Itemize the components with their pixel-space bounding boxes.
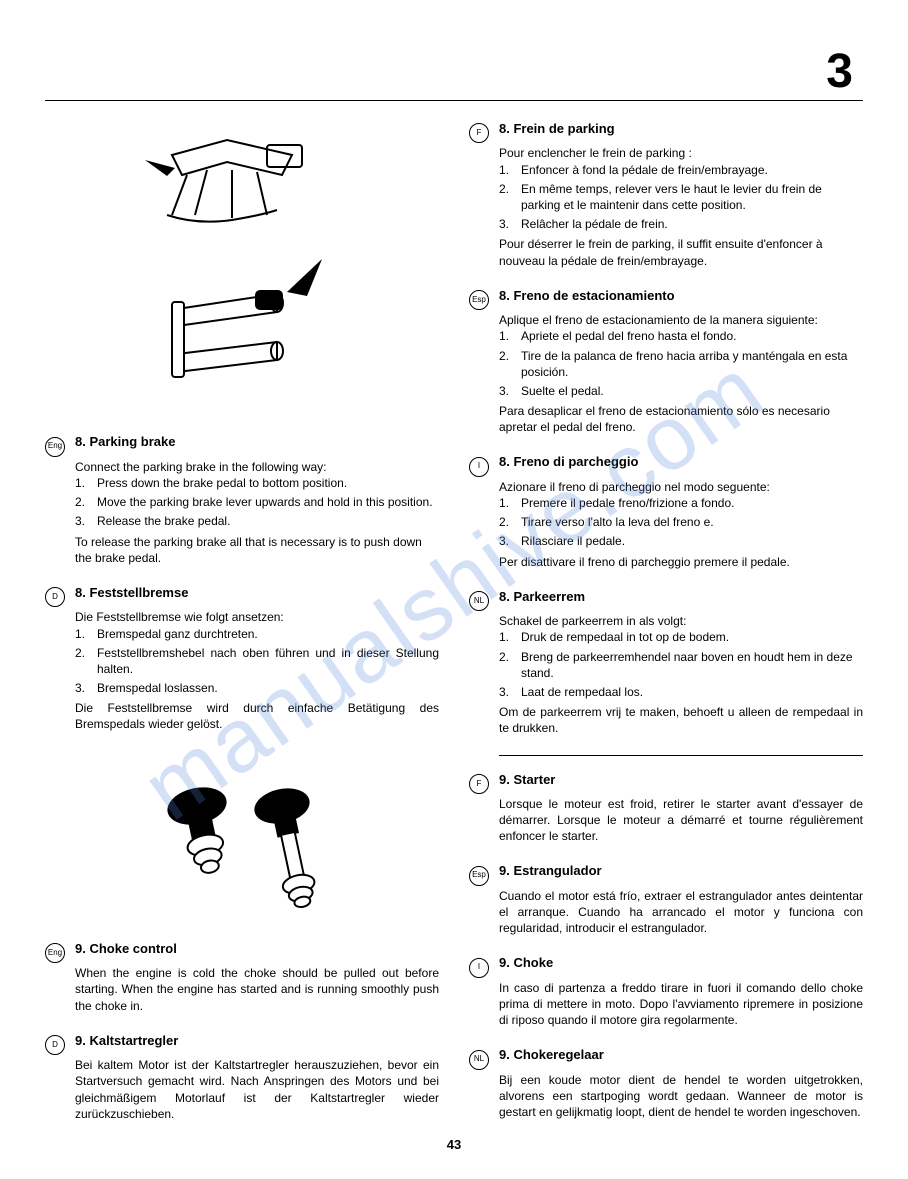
lang-badge-f: F [469, 123, 489, 143]
step: Premere il pedale freno/frizione a fondo… [521, 495, 734, 511]
lang-badge-f: F [469, 774, 489, 794]
content-columns: Eng 8. Parking brake Connect the parking… [45, 120, 863, 1140]
step: En même temps, relever vers le haut le l… [521, 181, 863, 213]
heading: 9. Estrangulador [499, 862, 602, 880]
heading: 8. Freno de estacionamiento [499, 287, 675, 305]
section-nl-chokeregelaar: NL 9. Chokeregelaar Bij een koude motor … [469, 1046, 863, 1120]
lang-badge-eng: Eng [45, 943, 65, 963]
body-text: Lorsque le moteur est froid, retirer le … [499, 796, 863, 845]
heading: 8. Parking brake [75, 433, 175, 451]
heading: 9. Choke control [75, 940, 177, 958]
section-d-feststellbremse: D 8. Feststellbremse Die Feststellbremse… [45, 584, 439, 733]
intro-text: Azionare il freno di parcheggio nel modo… [499, 479, 863, 495]
closing-text: Para desaplicar el freno de estacionamie… [499, 403, 863, 435]
heading: 9. Choke [499, 954, 553, 972]
intro-text: Pour enclencher le frein de parking : [499, 145, 863, 161]
steps-list: 1.Enfoncer à fond la pédale de frein/emb… [499, 162, 863, 233]
step: Press down the brake pedal to bottom pos… [97, 475, 347, 491]
heading: 9. Chokeregelaar [499, 1046, 604, 1064]
step: Release the brake pedal. [97, 513, 230, 529]
step: Relâcher la pédale de frein. [521, 216, 668, 232]
steps-list: 1.Druk de rempedaal in tot op de bodem. … [499, 629, 863, 700]
step: Bremspedal ganz durchtreten. [97, 626, 258, 642]
intro-text: Aplique el freno de estacionamiento de l… [499, 312, 863, 328]
lang-badge-d: D [45, 1035, 65, 1055]
lang-badge-eng: Eng [45, 437, 65, 457]
header-rule [45, 100, 863, 101]
intro-text: Connect the parking brake in the followi… [75, 459, 439, 475]
step: Laat de rempedaal los. [521, 684, 643, 700]
step: Enfoncer à fond la pédale de frein/embra… [521, 162, 768, 178]
closing-text: To release the parking brake all that is… [75, 534, 439, 566]
section-f-starter: F 9. Starter Lorsque le moteur est froid… [469, 771, 863, 845]
step: Feststellbremshebel nach oben führen und… [97, 645, 439, 677]
step: Druk de rempedaal in tot op de bodem. [521, 629, 729, 645]
body-text: Bei kaltem Motor ist der Kaltstartregler… [75, 1057, 439, 1122]
section-esp-estrangulador: Esp 9. Estrangulador Cuando el motor est… [469, 862, 863, 936]
step: Tirare verso l'alto la leva del freno e. [521, 514, 714, 530]
section-i-choke: I 9. Choke In caso di partenza a freddo … [469, 954, 863, 1028]
heading: 8. Parkeerrem [499, 588, 585, 606]
step: Tire de la palanca de freno hacia arriba… [521, 348, 863, 380]
lang-badge-i: I [469, 958, 489, 978]
body-text: Bij een koude motor dient de hendel te w… [499, 1072, 863, 1121]
body-text: When the engine is cold the choke should… [75, 965, 439, 1014]
steps-list: 1.Apriete el pedal del freno hasta el fo… [499, 328, 863, 399]
heading: 9. Starter [499, 771, 555, 789]
chapter-number: 3 [826, 40, 853, 105]
page-footer-number: 43 [0, 1136, 908, 1154]
intro-text: Schakel de parkeerrem in als volgt: [499, 613, 863, 629]
steps-list: 1.Bremspedal ganz durchtreten. 2.Festste… [75, 626, 439, 697]
step: Rilasciare il pedale. [521, 533, 625, 549]
section-eng-parking-brake: Eng 8. Parking brake Connect the parking… [45, 433, 439, 566]
lang-badge-nl: NL [469, 1050, 489, 1070]
heading: 9. Kaltstartregler [75, 1032, 178, 1050]
closing-text: Pour déserrer le frein de parking, il su… [499, 236, 863, 268]
heading: 8. Frein de parking [499, 120, 615, 138]
body-text: Cuando el motor está frío, extraer el es… [499, 888, 863, 937]
lang-badge-d: D [45, 587, 65, 607]
section-d-kaltstartregler: D 9. Kaltstartregler Bei kaltem Motor is… [45, 1032, 439, 1122]
steps-list: 1.Premere il pedale freno/frizione a fon… [499, 495, 863, 550]
lang-badge-esp: Esp [469, 290, 489, 310]
section-eng-choke: Eng 9. Choke control When the engine is … [45, 940, 439, 1014]
lang-badge-nl: NL [469, 591, 489, 611]
step: Breng de parkeerremhendel naar boven en … [521, 649, 863, 681]
step: Apriete el pedal del freno hasta el fond… [521, 328, 736, 344]
step: Move the parking brake lever upwards and… [97, 494, 433, 510]
heading: 8. Freno di parcheggio [499, 453, 638, 471]
section-i-freno-parcheggio: I 8. Freno di parcheggio Azionare il fre… [469, 453, 863, 569]
figure-parking-brake-lever [45, 254, 439, 418]
heading: 8. Feststellbremse [75, 584, 188, 602]
step: Suelte el pedal. [521, 383, 604, 399]
right-column: F 8. Frein de parking Pour enclencher le… [469, 120, 863, 1140]
figure-choke-control [45, 751, 439, 925]
body-text: In caso di partenza a freddo tirare in f… [499, 980, 863, 1029]
step: Bremspedal loslassen. [97, 680, 218, 696]
figure-parking-brake-pedal [45, 120, 439, 239]
section-nl-parkeerrem: NL 8. Parkeerrem Schakel de parkeerrem i… [469, 588, 863, 737]
steps-list: 1.Press down the brake pedal to bottom p… [75, 475, 439, 530]
closing-text: Om de parkeerrem vrij te maken, behoeft … [499, 704, 863, 736]
closing-text: Per disattivare il freno di parcheggio p… [499, 554, 863, 570]
section-esp-freno-estacionamiento: Esp 8. Freno de estacionamiento Aplique … [469, 287, 863, 436]
intro-text: Die Feststellbremse wie folgt ansetzen: [75, 609, 439, 625]
lang-badge-esp: Esp [469, 866, 489, 886]
left-column: Eng 8. Parking brake Connect the parking… [45, 120, 439, 1140]
closing-text: Die Feststellbremse wird durch einfache … [75, 700, 439, 732]
section-f-frein-parking: F 8. Frein de parking Pour enclencher le… [469, 120, 863, 269]
section-divider [499, 755, 863, 756]
lang-badge-i: I [469, 457, 489, 477]
